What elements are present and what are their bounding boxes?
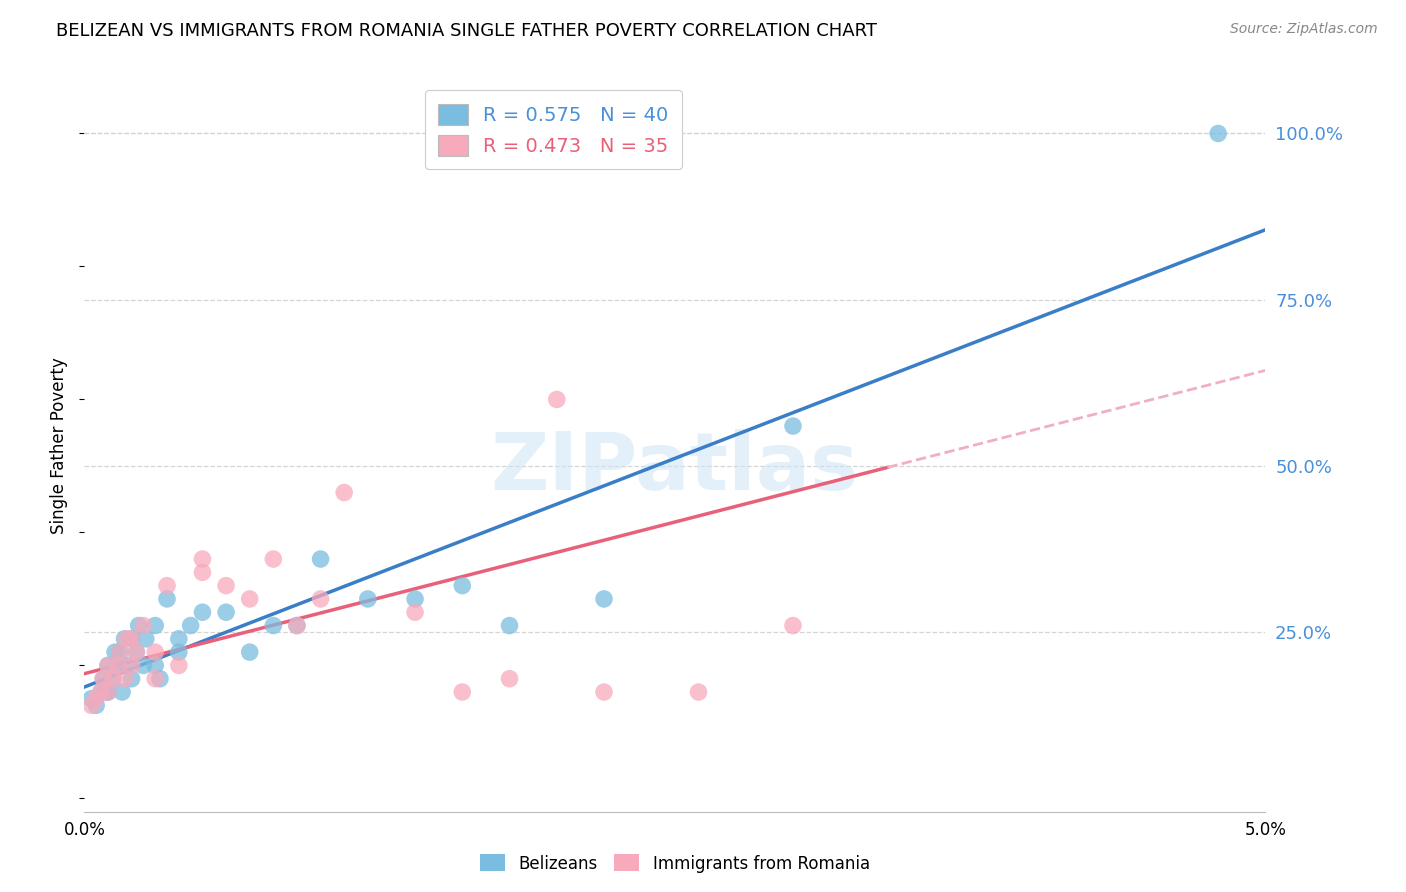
Point [357,591,380,606]
Point [309,552,332,566]
Point [90,685,112,699]
Point [451,579,474,593]
Point [101,672,124,686]
Point [285,618,308,632]
Point [94,685,117,699]
Point [107,658,129,673]
Point [108,645,131,659]
Point [149,672,172,686]
Point [108,645,131,659]
Point [84,698,107,713]
Point [404,605,426,619]
Point [121,632,143,646]
Point [97,685,120,699]
Point [143,618,166,632]
Point [167,645,190,659]
Point [593,685,616,699]
Point [262,618,284,632]
Point [688,685,710,699]
Point [80,698,103,713]
Point [1206,127,1229,141]
Point [180,618,202,632]
Point [167,658,190,673]
Point [121,632,143,646]
Point [121,658,143,673]
Point [132,618,155,632]
Point [167,632,190,646]
Point [546,392,568,407]
Point [97,685,120,699]
Point [115,632,138,646]
Point [782,419,804,434]
Legend: R = 0.575   N = 40, R = 0.473   N = 35: R = 0.575 N = 40, R = 0.473 N = 35 [425,90,682,169]
Point [404,591,426,606]
Point [132,658,155,673]
Point [498,618,520,632]
Point [121,672,143,686]
Point [84,691,107,706]
Point [91,672,114,686]
Point [593,591,616,606]
Point [156,591,179,606]
Point [125,645,148,659]
Point [128,618,150,632]
Point [111,685,134,699]
Point [239,645,262,659]
Y-axis label: Single Father Poverty: Single Father Poverty [51,358,69,534]
Point [239,591,262,606]
Text: Source: ZipAtlas.com: Source: ZipAtlas.com [1230,22,1378,37]
Point [309,591,332,606]
Point [191,552,214,566]
Point [191,566,214,580]
Point [114,672,136,686]
Point [114,632,136,646]
Point [91,672,114,686]
Point [97,658,120,673]
Point [782,618,804,632]
Point [97,658,120,673]
Point [135,632,157,646]
Legend: Belizeans, Immigrants from Romania: Belizeans, Immigrants from Romania [474,847,876,880]
Point [498,672,520,686]
Point [101,672,124,686]
Text: ZIPatlas: ZIPatlas [491,429,859,507]
Point [285,618,308,632]
Point [115,658,138,673]
Point [90,685,112,699]
Point [80,691,103,706]
Point [156,579,179,593]
Point [107,658,129,673]
Point [333,485,356,500]
Point [104,645,127,659]
Text: BELIZEAN VS IMMIGRANTS FROM ROMANIA SINGLE FATHER POVERTY CORRELATION CHART: BELIZEAN VS IMMIGRANTS FROM ROMANIA SING… [56,22,877,40]
Point [143,658,166,673]
Point [143,672,166,686]
Point [215,605,238,619]
Point [262,552,284,566]
Point [143,645,166,659]
Point [191,605,214,619]
Point [215,579,238,593]
Point [125,645,148,659]
Point [451,685,474,699]
